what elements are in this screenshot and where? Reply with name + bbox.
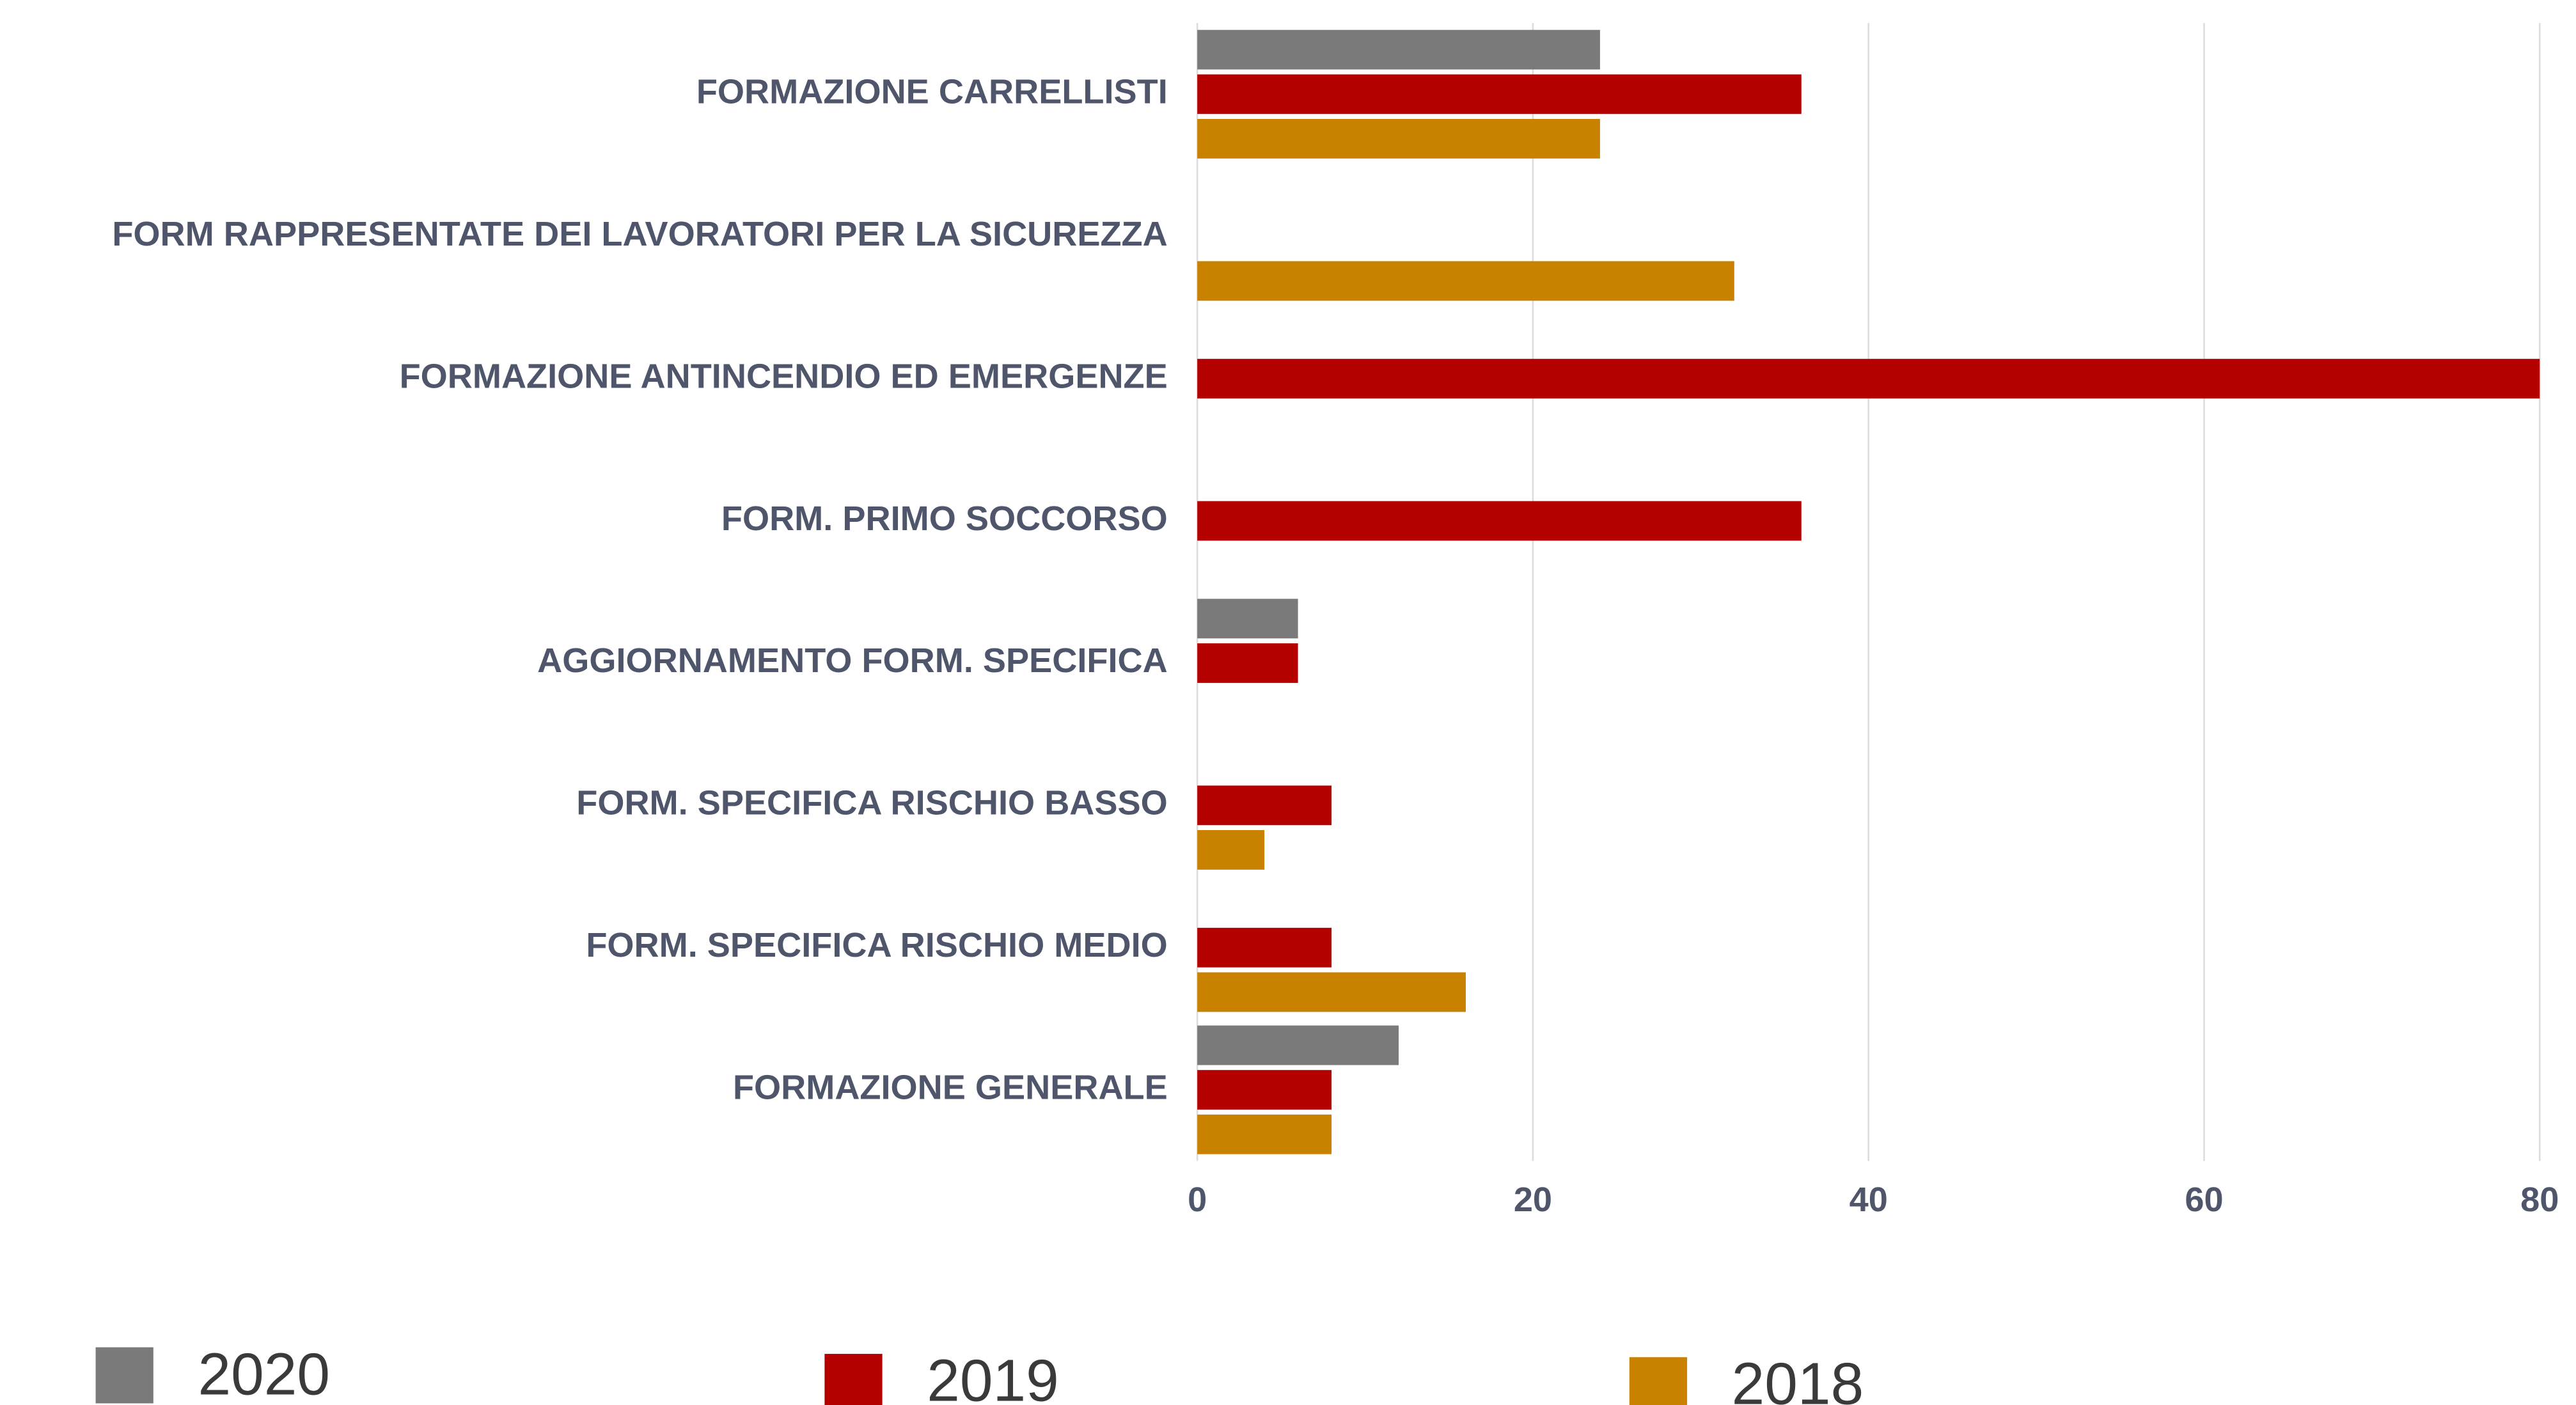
bar bbox=[1197, 1025, 1399, 1065]
x-tick-label: 20 bbox=[1514, 1181, 1552, 1219]
category-label: FORM. SPECIFICA RISCHIO BASSO bbox=[576, 784, 1167, 822]
bar bbox=[1197, 359, 2540, 399]
bar bbox=[1197, 785, 1332, 826]
legend-label: 2020 bbox=[198, 1340, 330, 1405]
bar bbox=[1197, 643, 1298, 683]
bar bbox=[1197, 261, 1734, 301]
bar bbox=[1197, 972, 1466, 1012]
bar bbox=[1197, 29, 1600, 70]
bar bbox=[1197, 1070, 1332, 1110]
category-label: FORM. SPECIFICA RISCHIO MEDIO bbox=[586, 926, 1167, 964]
category-label: AGGIORNAMENTO FORM. SPECIFICA bbox=[537, 641, 1168, 680]
category-label: FORM RAPPRESENTATE DEI LAVORATORI PER LA… bbox=[112, 215, 1167, 253]
bar bbox=[1197, 74, 1802, 114]
x-tick-label: 60 bbox=[2185, 1181, 2223, 1219]
bar bbox=[1197, 599, 1298, 639]
legend-swatch bbox=[824, 1354, 883, 1405]
x-tick-label: 80 bbox=[2520, 1181, 2559, 1219]
bar bbox=[1197, 927, 1332, 968]
legend-swatch bbox=[1629, 1357, 1688, 1405]
category-label: FORM. PRIMO SOCCORSO bbox=[721, 499, 1168, 538]
legend-label: 2018 bbox=[1732, 1351, 1864, 1405]
category-label: FORMAZIONE CARRELLISTI bbox=[696, 73, 1168, 111]
legend-swatch bbox=[95, 1347, 153, 1404]
x-tick-label: 0 bbox=[1188, 1181, 1207, 1219]
bar bbox=[1197, 830, 1265, 870]
x-tick-label: 40 bbox=[1850, 1181, 1888, 1219]
bar bbox=[1197, 118, 1600, 159]
bar bbox=[1197, 501, 1802, 541]
category-label: FORMAZIONE GENERALE bbox=[733, 1068, 1168, 1106]
legend-label: 2019 bbox=[927, 1347, 1059, 1405]
bar bbox=[1197, 1114, 1332, 1154]
category-label: FORMAZIONE ANTINCENDIO ED EMERGENZE bbox=[400, 357, 1168, 395]
